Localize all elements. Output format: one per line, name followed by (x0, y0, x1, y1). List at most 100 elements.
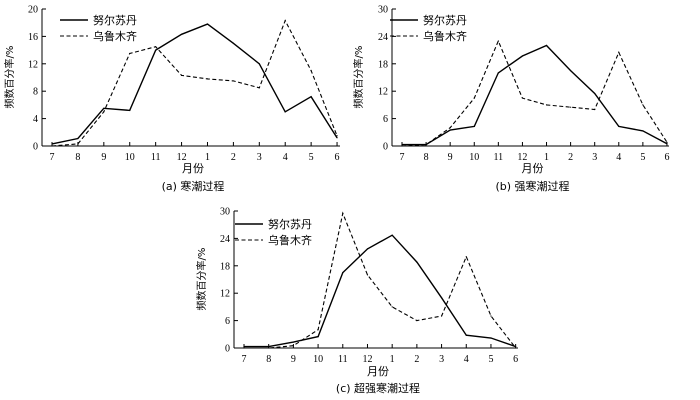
x-axis-label: 月份 (522, 162, 544, 175)
x-tick-label: 8 (75, 152, 80, 163)
x-tick-label: 9 (101, 152, 106, 163)
x-tick-label: 1 (544, 152, 549, 163)
data-point (416, 261, 418, 263)
data-point (77, 137, 79, 140)
x-tick-label: 5 (488, 354, 493, 365)
x-tick-label: 10 (469, 152, 479, 163)
data-point (129, 52, 131, 55)
x-tick-label: 12 (517, 152, 527, 163)
data-point (594, 92, 596, 95)
x-tick-label: 7 (400, 152, 405, 163)
data-point (232, 80, 234, 82)
data-point (243, 346, 245, 348)
data-point (51, 143, 53, 145)
data-point (515, 347, 517, 349)
data-point (545, 44, 548, 47)
y-tick-label: 6 (225, 316, 230, 327)
data-point (268, 347, 270, 349)
data-point (401, 144, 403, 146)
data-point (391, 234, 393, 236)
y-axis-label: 频数百分率/% (352, 46, 365, 109)
y-tick-label: 30 (220, 207, 230, 218)
data-point (342, 272, 344, 274)
legend-label-2: 乌鲁木齐 (268, 233, 312, 247)
legend-label-1: 努尔苏丹 (93, 13, 137, 27)
x-tick-label: 5 (640, 152, 645, 163)
x-tick-label: 4 (464, 354, 469, 365)
y-tick-label: 0 (33, 142, 38, 153)
x-tick-label: 6 (513, 354, 518, 365)
x-tick-label: 12 (362, 354, 372, 365)
data-point (232, 42, 234, 44)
y-tick-label: 30 (378, 5, 388, 16)
x-tick-label: 2 (414, 354, 419, 365)
data-point (284, 20, 286, 22)
data-point (642, 104, 644, 106)
y-tick-label: 0 (383, 142, 388, 153)
data-point (465, 334, 467, 336)
data-point (401, 145, 403, 147)
chart-caption: (a) 寒潮过程 (162, 179, 225, 193)
y-tick-label: 12 (220, 289, 230, 300)
x-tick-label: 1 (205, 152, 210, 163)
legend-label-2: 乌鲁木齐 (93, 29, 137, 43)
data-point (243, 347, 245, 349)
data-point (366, 274, 369, 276)
chart-caption: (c) 超强寒潮过程 (336, 381, 420, 395)
y-axis-label: 频数百分率/% (195, 248, 208, 311)
data-point (473, 97, 475, 99)
data-point (292, 345, 294, 347)
x-tick-label: 11 (151, 152, 161, 163)
x-tick-label: 9 (448, 152, 453, 163)
data-point (515, 346, 517, 348)
x-tick-label: 3 (257, 152, 262, 163)
data-point (77, 143, 79, 145)
data-point (292, 341, 294, 343)
y-tick-label: 12 (28, 59, 38, 70)
legend-label-1: 努尔苏丹 (423, 13, 467, 27)
chart-caption: (b) 强寒潮过程 (495, 179, 569, 193)
data-point (497, 72, 499, 74)
x-tick-label: 4 (616, 152, 621, 163)
x-tick-label: 7 (50, 152, 55, 163)
y-tick-label: 24 (378, 32, 388, 43)
data-point (391, 306, 393, 308)
series-line-1 (51, 23, 338, 145)
data-point (618, 51, 620, 53)
data-point (521, 97, 524, 99)
x-tick-label: 11 (338, 354, 348, 365)
data-point (258, 87, 260, 89)
series-line-1 (402, 44, 668, 146)
data-point (51, 145, 53, 147)
data-point (336, 135, 338, 137)
data-point (440, 315, 443, 317)
x-tick-label: 2 (568, 152, 573, 163)
data-point (258, 63, 260, 65)
data-point (473, 125, 475, 127)
x-tick-label: 3 (439, 354, 444, 365)
data-point (206, 23, 209, 25)
data-point (284, 111, 286, 113)
data-point (449, 127, 451, 129)
data-point (440, 297, 443, 299)
series-line-1 (244, 234, 516, 348)
data-point (336, 137, 338, 139)
x-axis-label: 月份 (182, 162, 204, 175)
y-tick-label: 6 (383, 114, 388, 125)
x-tick-label: 10 (125, 152, 135, 163)
y-tick-label: 18 (378, 59, 388, 70)
y-tick-label: 24 (220, 234, 230, 245)
x-tick-label: 7 (242, 354, 247, 365)
data-point (666, 141, 668, 143)
x-tick-label: 6 (335, 152, 340, 163)
data-point (206, 78, 209, 80)
y-tick-label: 12 (378, 87, 388, 98)
x-tick-label: 1 (390, 354, 395, 365)
data-point (342, 212, 344, 214)
x-tick-label: 3 (592, 152, 597, 163)
data-point (666, 143, 668, 145)
